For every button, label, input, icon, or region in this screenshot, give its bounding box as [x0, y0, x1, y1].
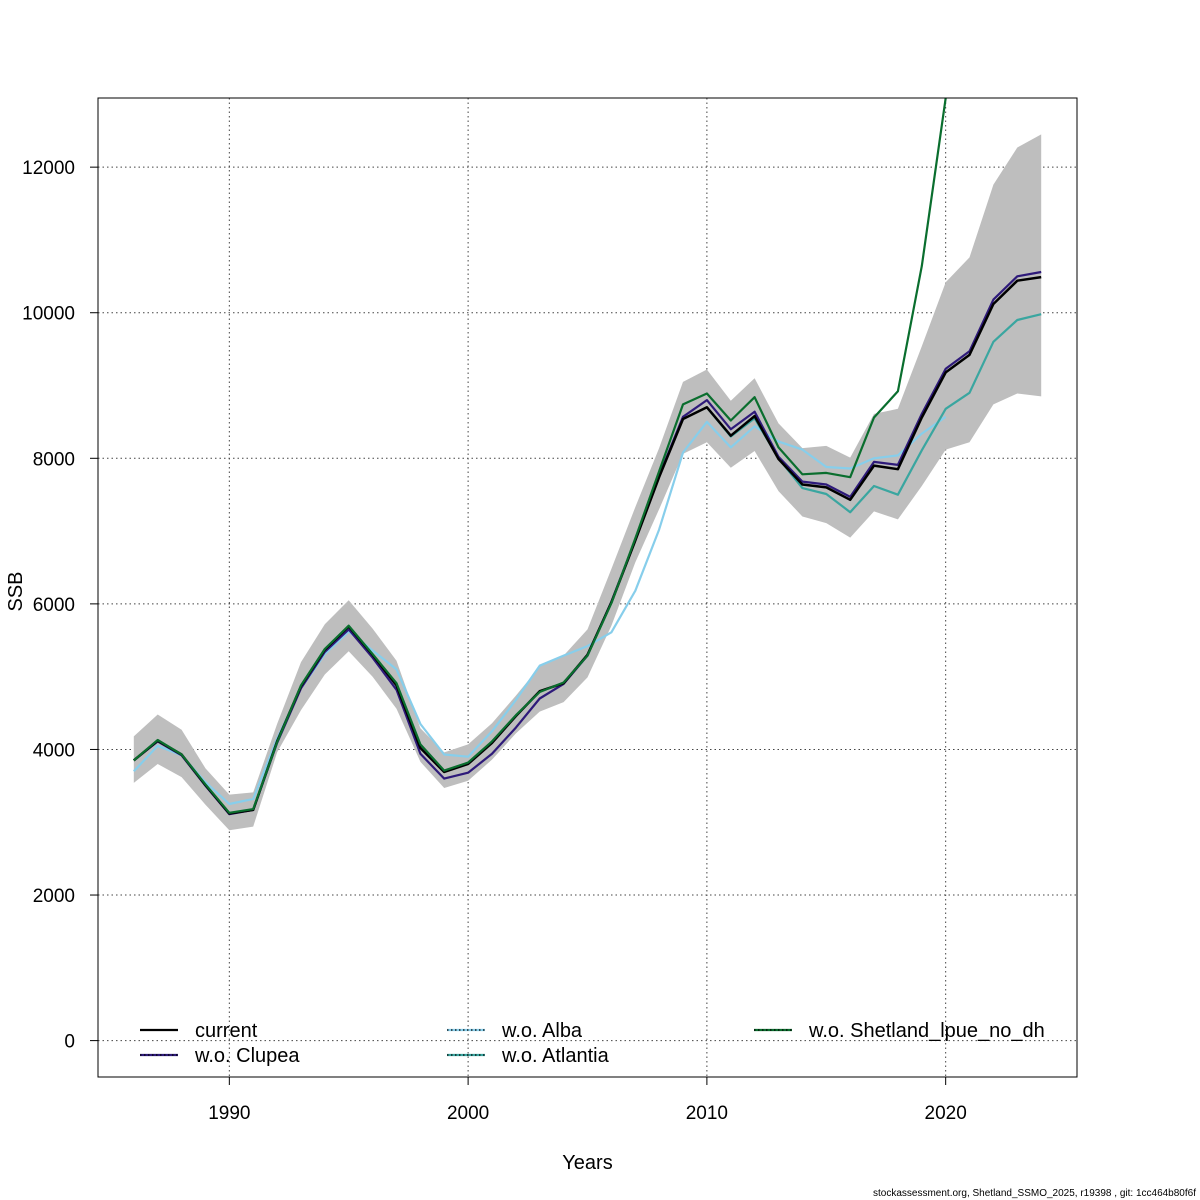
series-line-w-o-shetland-lpue-no-dh — [133, 98, 947, 814]
legend-label: w.o. Atlantia — [501, 1045, 610, 1067]
legend-item: w.o. Clupea — [140, 1045, 300, 1067]
x-tick-label: 2020 — [925, 1103, 967, 1124]
series-layer — [132, 98, 1042, 816]
y-tick-label: 4000 — [33, 740, 75, 761]
grid-layer — [98, 98, 1077, 1077]
y-axis-title: SSB — [5, 571, 27, 611]
plot-frame — [97, 97, 1078, 1078]
legend-label: current — [195, 1020, 258, 1042]
confidence-band-layer — [133, 134, 1042, 831]
ticks-layer: 1990 2000 2010 2020 0 2000 4000 6000 8000 10000 12… — [22, 158, 967, 1124]
x-tick-label: 2010 — [686, 1103, 728, 1124]
footer-note: stockassessment.org, Shetland_SSMO_2025,… — [873, 1188, 1196, 1199]
legend-label: w.o. Alba — [501, 1020, 583, 1042]
legend-item: w.o. Shetland_lpue_no_dh — [754, 1020, 1045, 1042]
legend-item: current — [140, 1020, 258, 1042]
confidence-band — [133, 134, 1042, 831]
x-tick-label: 2000 — [447, 1103, 489, 1124]
y-tick-label: 0 — [64, 1032, 75, 1053]
legend-item: w.o. Alba — [447, 1020, 583, 1042]
y-tick-label: 8000 — [33, 449, 75, 470]
legend-label: w.o. Clupea — [194, 1045, 300, 1067]
legend: current w.o. Clupea w.o. Alba w.o. Atlantia… — [140, 1020, 1045, 1067]
x-tick-label: 1990 — [208, 1103, 250, 1124]
y-tick-label: 2000 — [33, 886, 75, 907]
x-axis-title: Years — [562, 1152, 612, 1174]
legend-item: w.o. Atlantia — [447, 1045, 610, 1067]
legend-label: w.o. Shetland_lpue_no_dh — [808, 1020, 1045, 1042]
series-line-w-o-alba — [132, 415, 947, 806]
y-tick-label: 6000 — [33, 595, 75, 616]
y-tick-label: 12000 — [22, 158, 75, 179]
y-tick-label: 10000 — [22, 304, 75, 325]
